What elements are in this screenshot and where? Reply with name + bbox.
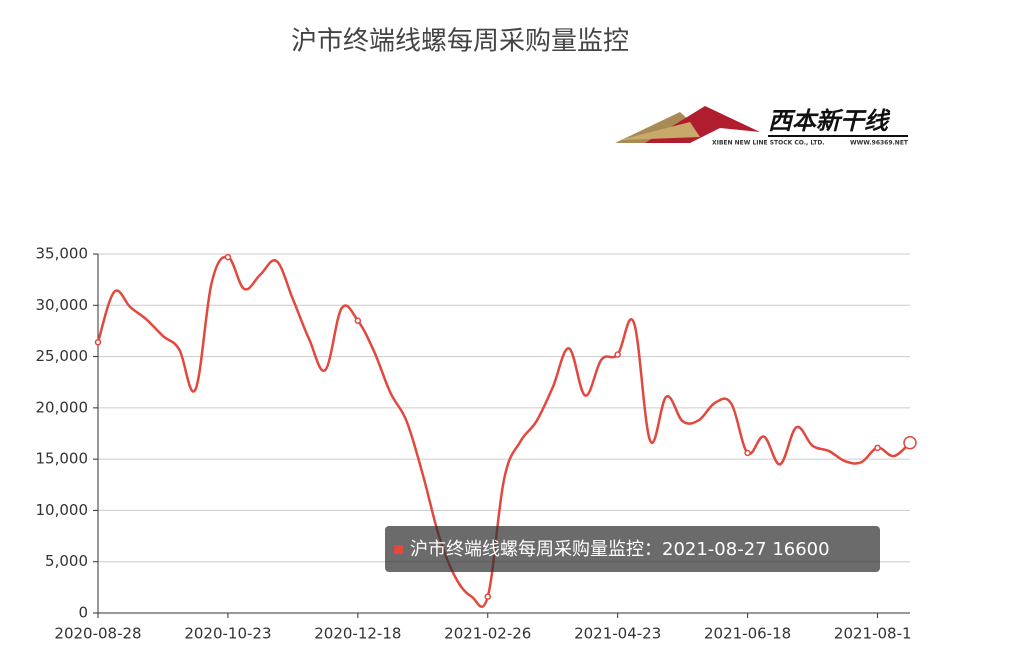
logo-mountain (620, 122, 700, 140)
point (744, 449, 751, 457)
point (354, 317, 362, 324)
logo-company: XIBEN NEW LINE STOCK CO., LTD. (712, 140, 825, 147)
x-tick-label: 2020-08-28 (54, 625, 141, 643)
tooltip-marker (394, 545, 403, 554)
y-tick-label: 0 (78, 604, 88, 622)
logo: 西本新干线 XIBEN NEW LINE STOCK CO., LTD. WWW… (615, 106, 909, 147)
x-tick-label: 2021-04-23 (574, 625, 661, 643)
tooltip-box (385, 526, 880, 572)
point (94, 338, 102, 346)
x-tick-label: 2021-02-26 (444, 625, 531, 643)
logo-name: 西本新干线 (768, 107, 891, 135)
x-tick-label: 2021-06-18 (704, 625, 791, 643)
x-tick-label: 2020-12-18 (314, 625, 401, 643)
y-tick-label: 35,000 (36, 245, 89, 263)
point (224, 253, 232, 261)
hover-point (903, 435, 917, 450)
x-tick-label: 2021-08-13 (834, 625, 921, 643)
plot: 0 5,000 10,000 15,000 20,000 25,000 30,000 35,0… (36, 245, 921, 643)
point (484, 593, 492, 600)
tooltip: 沪市终端线螺每周采购量监控：2021-08-27 16600 (385, 526, 880, 572)
y-tick-label: 15,000 (36, 450, 89, 468)
y-tick-label: 20,000 (36, 398, 89, 416)
y-tick-label: 30,000 (36, 296, 89, 314)
tooltip-text: 沪市终端线螺每周采购量监控：2021-08-27 16600 (410, 539, 830, 560)
point (874, 444, 881, 452)
x-tick-label: 2020-10-23 (184, 625, 271, 643)
point (614, 351, 621, 358)
logo-site: WWW.96369.NET (850, 140, 909, 147)
y-tick-label: 10,000 (36, 501, 89, 519)
chart-title: 沪市终端线螺每周采购量监控 (291, 27, 629, 57)
y-tick-label: 25,000 (36, 347, 89, 365)
x-labels: 2020-08-28 2020-10-23 2020-12-18 2021-02-26… (54, 625, 921, 643)
y-tick-label: 5,000 (45, 552, 88, 570)
